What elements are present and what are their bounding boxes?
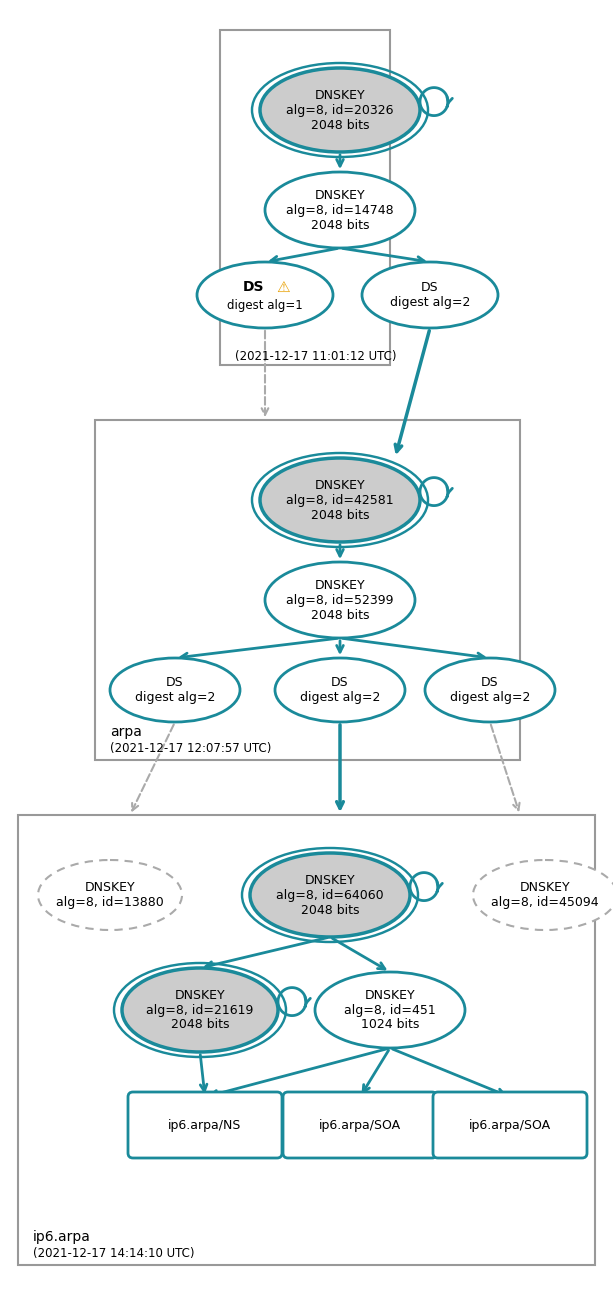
Ellipse shape (250, 853, 410, 937)
FancyBboxPatch shape (433, 1092, 587, 1157)
Text: arpa: arpa (110, 725, 142, 739)
Text: (2021-12-17 12:07:57 UTC): (2021-12-17 12:07:57 UTC) (110, 742, 272, 755)
Ellipse shape (197, 262, 333, 329)
Text: ip6.arpa/NS: ip6.arpa/NS (169, 1118, 242, 1131)
Bar (220, 30, 390, 365)
Text: DNSKEY
alg=8, id=45094: DNSKEY alg=8, id=45094 (491, 881, 599, 909)
Text: DNSKEY
alg=8, id=21619
2048 bits: DNSKEY alg=8, id=21619 2048 bits (147, 989, 254, 1031)
Text: DNSKEY
alg=8, id=14748
2048 bits: DNSKEY alg=8, id=14748 2048 bits (286, 188, 394, 231)
Ellipse shape (38, 860, 182, 930)
Ellipse shape (425, 659, 555, 722)
Text: digest alg=1: digest alg=1 (227, 299, 303, 312)
Text: (2021-12-17 14:14:10 UTC): (2021-12-17 14:14:10 UTC) (33, 1247, 194, 1260)
Ellipse shape (315, 972, 465, 1048)
Ellipse shape (275, 659, 405, 722)
Ellipse shape (265, 171, 415, 248)
Ellipse shape (362, 262, 498, 329)
Ellipse shape (265, 562, 415, 638)
Ellipse shape (110, 659, 240, 722)
FancyBboxPatch shape (128, 1092, 282, 1157)
Bar (95, 420, 520, 760)
Ellipse shape (473, 860, 613, 930)
Text: DNSKEY
alg=8, id=42581
2048 bits: DNSKEY alg=8, id=42581 2048 bits (286, 478, 394, 521)
Text: DNSKEY
alg=8, id=20326
2048 bits: DNSKEY alg=8, id=20326 2048 bits (286, 88, 394, 131)
Text: DS
digest alg=2: DS digest alg=2 (390, 281, 470, 309)
Text: DS: DS (242, 281, 264, 294)
Text: ip6.arpa/SOA: ip6.arpa/SOA (469, 1118, 551, 1131)
Ellipse shape (122, 968, 278, 1052)
FancyBboxPatch shape (283, 1092, 437, 1157)
Ellipse shape (260, 68, 420, 152)
Text: DS
digest alg=2: DS digest alg=2 (135, 675, 215, 704)
Text: DS
digest alg=2: DS digest alg=2 (300, 675, 380, 704)
Text: (2021-12-17 11:01:12 UTC): (2021-12-17 11:01:12 UTC) (235, 349, 397, 362)
Bar (18, 814, 595, 1265)
Text: ⚠: ⚠ (276, 279, 290, 295)
Text: DS
digest alg=2: DS digest alg=2 (450, 675, 530, 704)
Text: DNSKEY
alg=8, id=13880: DNSKEY alg=8, id=13880 (56, 881, 164, 909)
Text: ip6.arpa/SOA: ip6.arpa/SOA (319, 1118, 401, 1131)
Text: DNSKEY
alg=8, id=451
1024 bits: DNSKEY alg=8, id=451 1024 bits (344, 989, 436, 1031)
Ellipse shape (260, 459, 420, 542)
Text: DNSKEY
alg=8, id=64060
2048 bits: DNSKEY alg=8, id=64060 2048 bits (276, 873, 384, 917)
Text: DNSKEY
alg=8, id=52399
2048 bits: DNSKEY alg=8, id=52399 2048 bits (286, 578, 394, 621)
Text: ip6.arpa: ip6.arpa (33, 1230, 91, 1244)
